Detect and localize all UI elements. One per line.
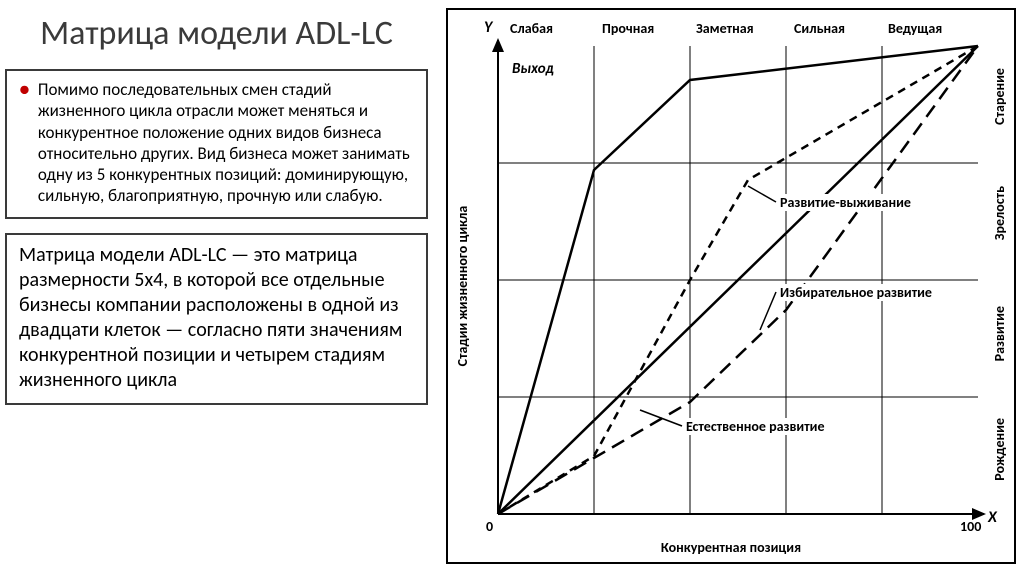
box1-text: Помимо последовательных смен стадий жизн… — [38, 79, 416, 207]
slide-title: Матрица модели ADL-LC — [5, 10, 428, 55]
text-box-1: ● Помимо последовательных смен стадий жи… — [5, 69, 428, 219]
box2-text: Матрица модели ADL-LC — это матрица разм… — [19, 243, 402, 392]
col-label-2: Прочная — [602, 20, 654, 37]
row-label-1: Старение — [991, 68, 1008, 125]
col-label-3: Заметная — [696, 20, 754, 37]
row-label-3: Развитие — [991, 306, 1008, 361]
bullet-dot-icon: ● — [19, 79, 30, 207]
text-box-2: Матрица модели ADL-LC — это матрица разм… — [5, 233, 428, 405]
col-label-4: Сильная — [794, 20, 845, 37]
x-axis-title: Конкурентная позиция — [661, 539, 801, 556]
curve-label-selective: Избирательное развитие — [778, 284, 934, 301]
row-label-4: Рождение — [991, 418, 1008, 481]
top-inner-label: Выход — [512, 60, 554, 78]
row-label-2: Зрелость — [991, 186, 1008, 240]
col-label-1: Слабая — [510, 20, 553, 37]
curve-label-natural: Естественное развитие — [684, 418, 827, 435]
adl-lc-chart: Y X 0 100 Слабая Прочная Заметная Сильна… — [446, 8, 1016, 564]
curve-label-survival: Развитие-выживание — [778, 194, 913, 211]
y-axis-title: Стадии жизненного цикла — [454, 206, 471, 367]
x-max-label: 100 — [960, 518, 981, 535]
x-axis-letter: X — [988, 508, 997, 527]
y-axis-letter: Y — [484, 18, 492, 37]
col-label-5: Ведущая — [888, 20, 942, 37]
origin-label: 0 — [486, 518, 493, 535]
